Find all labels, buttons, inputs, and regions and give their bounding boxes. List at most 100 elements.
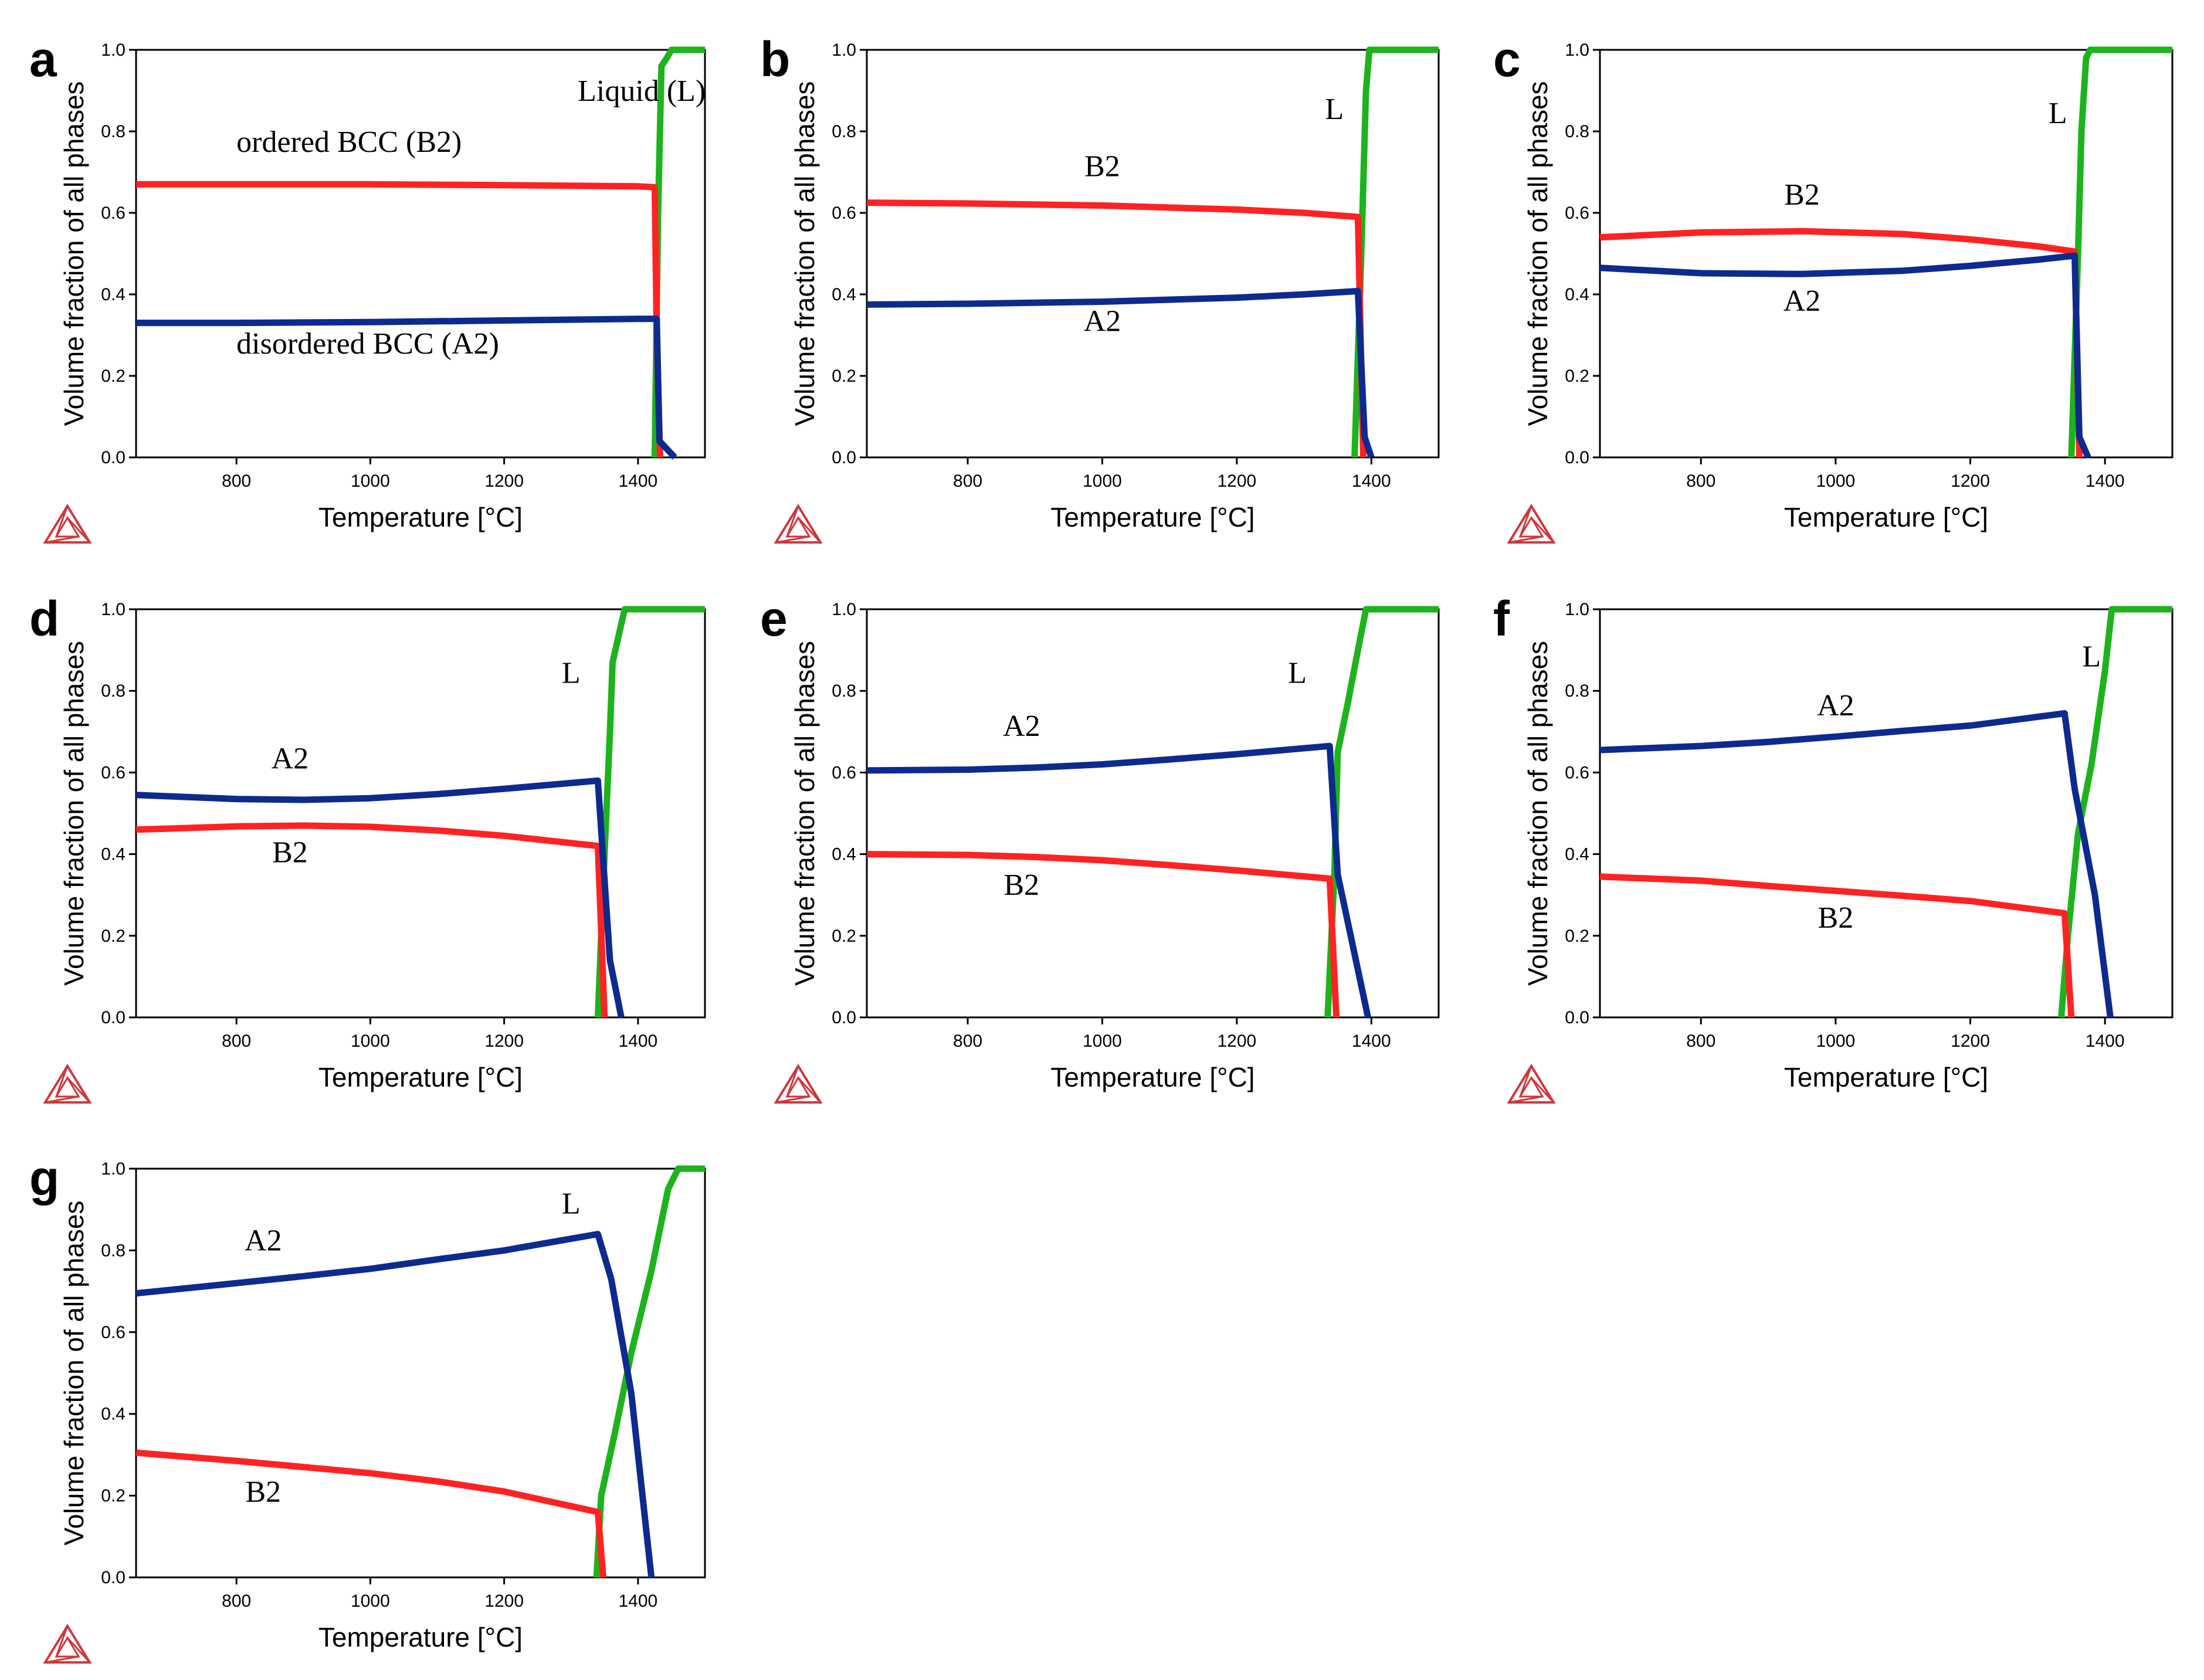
logo-triangle-outer [1507,1064,1556,1104]
logo-stroke [45,1095,79,1104]
y-tick-label: 0.0 [101,1568,126,1587]
logo-stroke [1519,505,1532,537]
x-tick-label: 1400 [1352,471,1391,491]
x-tick-label: 1000 [1083,471,1122,491]
series-annotation: B2 [1818,901,1854,935]
series-annotation: ordered BCC (B2) [236,125,462,159]
x-tick-label: 1400 [2086,471,2125,491]
y-tick-label: 1.0 [101,600,126,619]
panel-label: g [29,1150,59,1206]
series-annotation: B2 [1084,150,1120,183]
y-tick-label: 0.6 [101,1323,126,1342]
thermocalc-logo-icon [43,1624,92,1664]
y-tick-label: 0.8 [101,122,126,141]
x-axis-label: Temperature [°C] [318,502,523,532]
x-tick-label: 800 [222,471,251,491]
y-tick-label: 0.4 [101,285,126,304]
x-tick-label: 1400 [619,471,658,491]
logo-stroke [55,505,69,537]
x-tick-label: 1000 [351,471,390,491]
series-line-a2 [1599,710,2114,1018]
y-tick-label: 0.0 [1565,448,1589,467]
y-tick-label: 0.6 [1565,203,1589,223]
series-annotation: A2 [1003,710,1040,743]
x-tick-label: 1000 [351,1031,390,1051]
chart-panel-e: e 0.0 0.2 0.4 0.6 0.8 1.0 800 1000 1200 1400 Temper… [760,591,1440,1104]
y-tick-label: 0.4 [101,1404,126,1424]
logo-stroke [786,505,799,537]
panel-label: f [1493,591,1510,646]
y-tick-label: 0.4 [101,845,126,864]
x-axis-label: Temperature [°C] [318,1622,523,1652]
y-tick-label: 0.4 [1565,845,1589,864]
logo-stroke [55,1625,69,1657]
logo-triangle-outer [43,504,92,544]
series-line-b2 [1599,873,2075,1018]
series-annotation: A2 [1817,689,1854,722]
series-line-liquid-l [651,46,705,458]
thermocalc-logo-icon [774,1064,823,1104]
y-tick-label: 0.6 [832,763,856,782]
y-tick-label: 0.6 [1565,763,1589,782]
x-axis-label: Temperature [°C] [1050,502,1254,532]
y-tick-label: 0.6 [101,203,126,223]
series-line-b2 [135,1449,606,1578]
series-annotation: A2 [245,1224,282,1257]
series-annotation: L [2049,97,2067,130]
series-line-a2 [866,742,1371,1019]
y-axis-label: Volume fraction of all phases [59,81,89,426]
logo-stroke [1530,517,1555,544]
logo-stroke [1508,1095,1543,1104]
x-tick-label: 800 [1686,471,1715,491]
x-axis-label: Temperature [°C] [1784,502,1988,532]
y-tick-label: 0.2 [101,366,126,386]
logo-stroke [66,517,91,544]
x-tick-label: 1400 [619,1591,658,1611]
logo-stroke [797,517,822,544]
series-annotation: L [1288,656,1307,690]
logo-stroke [775,535,810,544]
y-tick-label: 0.0 [832,448,856,467]
thermocalc-logo-icon [1507,1064,1556,1104]
logo-triangle-inner [1518,516,1544,538]
logo-stroke [1508,535,1543,544]
logo-triangle-inner [1518,1076,1544,1098]
logo-triangle-outer [43,1064,92,1104]
thermocalc-logo-icon [43,1064,92,1104]
x-tick-label: 1400 [619,1031,658,1051]
chart-panel-f: f 0.0 0.2 0.4 0.6 0.8 1.0 800 1000 1200 1400 Temper… [1493,591,2174,1104]
y-tick-label: 1.0 [1565,600,1589,619]
y-tick-label: 1.0 [832,600,856,619]
logo-triangle-inner [785,516,811,538]
y-tick-label: 0.6 [832,203,856,223]
y-tick-label: 0.2 [101,926,126,946]
logo-triangle-outer [774,504,823,544]
y-tick-label: 0.4 [832,285,856,304]
x-tick-label: 1000 [1083,1031,1122,1051]
x-tick-label: 1000 [1816,471,1856,491]
series-annotation: L [562,656,581,690]
y-axis-label: Volume fraction of all phases [789,81,820,426]
series-annotation: A2 [1084,305,1121,338]
logo-stroke [45,535,79,544]
logo-triangle-outer [774,1064,823,1104]
series-line-b2 [135,822,608,1018]
series-annotation: A2 [272,742,309,775]
panel-label: e [760,591,788,646]
y-axis-label: Volume fraction of all phases [789,641,820,986]
series-line-b2 [1599,228,2083,458]
y-tick-label: 0.8 [832,122,856,141]
logo-stroke [1519,1065,1532,1097]
logo-stroke [775,1095,810,1104]
series-annotation: L [2082,640,2101,673]
chart-panel-d: d 0.0 0.2 0.4 0.6 0.8 1.0 800 1000 1200 1400 Temper… [29,591,706,1104]
x-tick-label: 1200 [484,1031,524,1051]
panel-label: b [760,32,790,87]
x-tick-label: 800 [222,1591,251,1611]
chart-panel-g: g 0.0 0.2 0.4 0.6 0.8 1.0 800 1000 1200 1400 Temper… [29,1150,706,1664]
x-tick-label: 1200 [1951,471,1990,491]
y-tick-label: 0.0 [832,1008,856,1027]
chart-panel-a: a 0.0 0.2 0.4 0.6 0.8 1.0 800 1000 1200 1400 Temper… [29,32,706,544]
logo-stroke [55,1065,69,1097]
